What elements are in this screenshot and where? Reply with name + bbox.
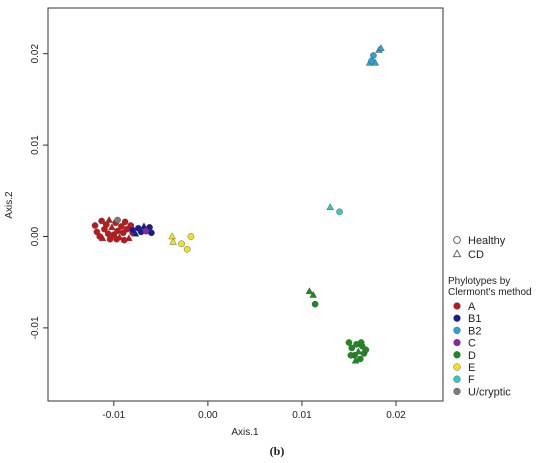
x-tick-label: 0.02 <box>386 410 406 421</box>
y-tick-label: 0.01 <box>30 135 41 155</box>
point-c-circle <box>142 227 150 235</box>
data-points <box>91 44 385 364</box>
x-tick-label: -0.01 <box>102 410 125 421</box>
x-axis-label: Axis.1 <box>231 427 259 438</box>
legend-series-label: A <box>468 301 476 313</box>
legend-shape-triangle <box>452 249 462 258</box>
legend-series-label: C <box>468 338 476 350</box>
y-axis-ticks: -0.01 0.00 0.01 0.02 <box>30 44 48 339</box>
legend-title: Clermont's method <box>448 287 532 298</box>
legend-series-label: U/cryptic <box>468 386 511 398</box>
legend-title: Phylotypes by <box>448 276 510 287</box>
legend-series-label: B2 <box>468 325 481 337</box>
x-axis-ticks: -0.01 0.00 0.01 0.02 <box>102 401 406 421</box>
point-a-circle <box>113 235 120 243</box>
y-tick-label: 0.02 <box>30 44 41 64</box>
point-d-triangle <box>309 290 317 298</box>
x-tick-label: 0.01 <box>292 410 312 421</box>
point-d-circle <box>362 346 370 354</box>
legend-color-swatch <box>453 302 461 310</box>
legend-color-swatch <box>453 363 461 371</box>
legend-color-swatch <box>453 326 461 335</box>
legend-color-swatch <box>453 314 461 322</box>
legend-color-swatch <box>453 339 461 347</box>
point-b2-triangle <box>377 44 385 51</box>
point-a-circle <box>104 230 112 238</box>
legend-shape-label: Healthy <box>468 235 506 247</box>
legend-series-label: D <box>468 350 476 362</box>
y-tick-label: -0.01 <box>30 316 41 339</box>
y-axis-label: Axis.2 <box>4 191 15 219</box>
point-d-circle <box>348 344 356 352</box>
legend-shape-circle <box>453 236 461 244</box>
point-a-circle <box>120 236 128 244</box>
legend-shape-label: CD <box>468 249 484 261</box>
figure-caption: (b) <box>270 444 285 458</box>
point-d-triangle <box>351 356 360 364</box>
point-a-triangle <box>98 234 107 242</box>
legend-series-label: B1 <box>468 313 481 325</box>
legend-color-swatch <box>453 387 461 396</box>
point-e-circle <box>183 245 191 253</box>
plot-frame <box>47 7 444 402</box>
point-d-circle <box>356 355 364 363</box>
point-a-triangle <box>108 223 116 231</box>
point-b2-circle <box>368 57 375 65</box>
point-f-circle <box>336 208 343 216</box>
y-tick-label: 0.00 <box>30 226 41 246</box>
point-b1-circle <box>148 229 155 237</box>
legend-color-swatch <box>453 375 461 383</box>
point-d-circle <box>311 300 319 308</box>
point-a-circle <box>121 218 129 226</box>
point-b1-triangle <box>131 229 140 237</box>
point-e-triangle <box>168 232 176 240</box>
x-tick-label: 0.00 <box>198 410 218 421</box>
point-a-circle <box>106 235 114 243</box>
point-u-cryptic-circle <box>114 216 121 224</box>
point-e-circle <box>187 233 195 240</box>
point-d-circle <box>357 339 365 346</box>
legend-series-label: E <box>468 362 475 374</box>
point-d-circle <box>345 339 353 346</box>
point-e-circle <box>178 240 185 248</box>
point-e-triangle <box>169 237 177 245</box>
point-a-circle <box>91 222 99 229</box>
point-d-triangle <box>305 287 314 295</box>
point-a-circle <box>98 217 105 225</box>
point-b2-circle <box>370 52 377 59</box>
point-d-triangle <box>354 347 363 355</box>
point-a-triangle <box>105 216 113 223</box>
legend-series-label: F <box>468 374 475 386</box>
point-d-circle <box>347 352 355 359</box>
legend-color-swatch <box>453 351 461 359</box>
point-f-triangle <box>326 203 334 210</box>
point-a-circle <box>118 223 125 230</box>
